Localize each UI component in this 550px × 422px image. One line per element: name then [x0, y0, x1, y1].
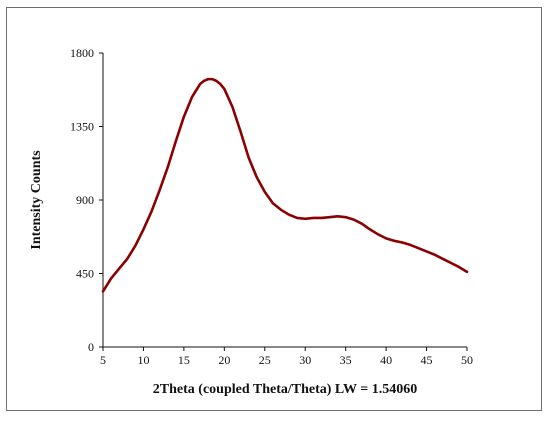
y-tick-label: 450 [76, 267, 94, 281]
figure-frame: 5 10 15 20 25 30 35 40 45 50 0 450 900 1350 1800 2The… [6, 7, 542, 411]
series-layer [101, 77, 469, 293]
x-tick-label: 30 [299, 353, 311, 367]
y-tick-label: 1350 [70, 120, 94, 134]
y-axis-label: Intensity Counts [29, 150, 44, 250]
x-tick-label: 5 [100, 353, 106, 367]
y-ticks: 0 450 900 1350 1800 [70, 46, 103, 354]
axes [102, 53, 467, 348]
x-ticks: 5 10 15 20 25 30 35 40 45 50 [100, 347, 473, 367]
x-tick-label: 15 [178, 353, 190, 367]
y-tick-label: 900 [76, 193, 94, 207]
x-axis-label: 2Theta (coupled Theta/Theta) LW = 1.5406… [153, 382, 417, 397]
y-tick-label: 0 [88, 340, 94, 354]
x-tick-label: 50 [461, 353, 473, 367]
x-tick-label: 45 [421, 353, 433, 367]
x-tick-label: 10 [137, 353, 149, 367]
x-tick-label: 25 [259, 353, 271, 367]
intensity-chart: 5 10 15 20 25 30 35 40 45 50 0 450 900 1350 1800 2The… [29, 46, 473, 397]
y-tick-label: 1800 [70, 46, 94, 60]
series-line [101, 77, 469, 293]
x-tick-label: 40 [380, 353, 392, 367]
x-tick-label: 35 [340, 353, 352, 367]
x-tick-label: 20 [218, 353, 230, 367]
